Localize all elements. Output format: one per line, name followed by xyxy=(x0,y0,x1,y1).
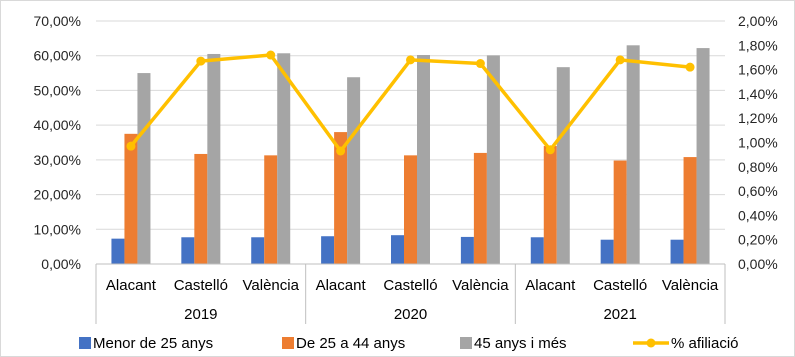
right-axis-tick-label: 0,00% xyxy=(738,256,778,272)
bar xyxy=(601,240,614,264)
bar xyxy=(671,240,684,264)
legend-swatch xyxy=(282,337,294,349)
left-axis-tick-label: 60,00% xyxy=(34,48,81,64)
bar xyxy=(194,154,207,264)
right-axis-tick-label: 0,40% xyxy=(738,207,778,223)
bar xyxy=(264,155,277,264)
category-label: Castelló xyxy=(383,277,437,294)
legend-marker xyxy=(647,339,656,348)
bar xyxy=(277,53,290,264)
line-point xyxy=(266,51,275,60)
right-axis-tick-label: 1,40% xyxy=(738,86,778,102)
bar xyxy=(404,155,417,264)
bars xyxy=(111,45,709,264)
category-label: Alacant xyxy=(525,277,576,294)
line-point xyxy=(546,145,555,154)
left-axis-tick-label: 20,00% xyxy=(34,187,81,203)
bar xyxy=(697,48,710,264)
bar xyxy=(627,45,640,264)
right-axis-tick-label: 1,80% xyxy=(738,37,778,53)
category-labels: Alacant Castelló València Alacant Castelló Va… xyxy=(106,277,719,323)
bar xyxy=(391,235,404,264)
category-label: Alacant xyxy=(106,277,157,294)
left-axis-tick-label: 50,00% xyxy=(34,82,81,98)
right-axis-tick-label: 2,00% xyxy=(738,13,778,29)
bar xyxy=(207,54,220,264)
bar xyxy=(124,134,137,264)
bar xyxy=(417,55,430,264)
left-axis-tick-label: 10,00% xyxy=(34,221,81,237)
legend-label: De 25 a 44 anys xyxy=(296,335,405,352)
right-axis-tick-label: 0,80% xyxy=(738,159,778,175)
group-label: 2021 xyxy=(603,306,636,323)
bar xyxy=(251,237,264,264)
category-label: Alacant xyxy=(316,277,367,294)
left-axis-ticks: 0,00% 10,00% 20,00% 30,00% 40,00% 50,00% 60,00… xyxy=(34,13,81,272)
bar xyxy=(557,67,570,264)
bar xyxy=(181,237,194,264)
group-label: 2019 xyxy=(184,306,217,323)
left-axis-tick-label: 40,00% xyxy=(34,117,81,133)
line-point xyxy=(406,55,415,64)
right-axis-tick-label: 1,60% xyxy=(738,62,778,78)
bar xyxy=(461,237,474,264)
right-axis-tick-label: 1,00% xyxy=(738,135,778,151)
line-point xyxy=(196,57,205,66)
bar xyxy=(347,77,360,264)
left-axis-tick-label: 70,00% xyxy=(34,13,81,29)
bar xyxy=(544,146,557,264)
category-label: Castelló xyxy=(593,277,647,294)
legend-label: 45 anys i més xyxy=(474,335,567,352)
legend-label: Menor de 25 anys xyxy=(93,335,213,352)
line-point xyxy=(476,59,485,68)
category-label: Castelló xyxy=(174,277,228,294)
right-axis-tick-label: 0,60% xyxy=(738,183,778,199)
line-point xyxy=(336,147,345,156)
legend-swatch xyxy=(79,337,91,349)
right-axis-tick-label: 0,20% xyxy=(738,232,778,248)
line-point xyxy=(126,142,135,151)
bar xyxy=(531,237,544,264)
bar xyxy=(614,161,627,264)
line-point xyxy=(616,55,625,64)
category-label: València xyxy=(662,277,719,294)
group-label: 2020 xyxy=(394,306,427,323)
bar xyxy=(137,73,150,264)
bar xyxy=(684,157,697,264)
left-axis-tick-label: 0,00% xyxy=(41,256,81,272)
category-label: València xyxy=(243,277,300,294)
right-axis-tick-label: 1,20% xyxy=(738,110,778,126)
left-axis-tick-label: 30,00% xyxy=(34,152,81,168)
bar xyxy=(111,239,124,264)
legend-swatch xyxy=(460,337,472,349)
right-axis-ticks: 0,00% 0,20% 0,40% 0,60% 0,80% 1,00% 1,20% 1,40%… xyxy=(738,13,778,272)
category-label: València xyxy=(452,277,509,294)
legend: Menor de 25 anys De 25 a 44 anys 45 anys i… xyxy=(79,335,739,352)
bar xyxy=(321,236,334,264)
bar xyxy=(474,153,487,264)
legend-label: % afiliació xyxy=(671,335,739,352)
line-point xyxy=(686,63,695,72)
